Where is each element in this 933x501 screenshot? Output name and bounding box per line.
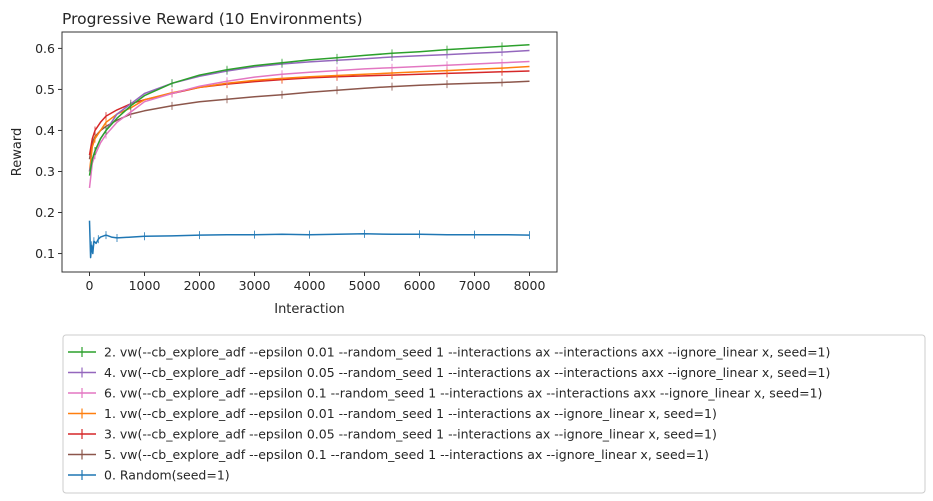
x-tick-label: 1000: [129, 278, 161, 293]
legend-entry: 1. vw(--cb_explore_adf --epsilon 0.01 --…: [104, 406, 717, 421]
x-tick-label: 4000: [294, 278, 326, 293]
chart-title: Progressive Reward (10 Environments): [62, 10, 363, 28]
legend-entry: 5. vw(--cb_explore_adf --epsilon 0.1 --r…: [104, 447, 709, 462]
x-tick-label: 5000: [349, 278, 381, 293]
y-tick-label: 0.1: [35, 246, 55, 261]
x-tick-label: 8000: [514, 278, 546, 293]
legend-entry: 4. vw(--cb_explore_adf --epsilon 0.05 --…: [104, 365, 830, 380]
series-line-0: [88, 43, 530, 176]
y-tick-label: 0.2: [35, 205, 55, 220]
y-tick-label: 0.3: [35, 164, 55, 179]
legend-entry: 2. vw(--cb_explore_adf --epsilon 0.01 --…: [104, 345, 830, 360]
legend-entry: 0. Random(seed=1): [104, 468, 230, 483]
legend-frame: [62, 334, 926, 494]
y-tick-label: 0.5: [35, 82, 55, 97]
legend-entry: 6. vw(--cb_explore_adf --epsilon 0.1 --r…: [104, 386, 822, 401]
series-layer: [88, 42, 530, 259]
series-line-3: [88, 65, 530, 172]
series-line-5: [88, 80, 530, 160]
y-axis-label: Reward: [10, 128, 25, 176]
x-tick-label: 7000: [459, 278, 491, 293]
series-line-6: [88, 220, 530, 259]
series-line-2: [88, 60, 530, 188]
legend: 2. vw(--cb_explore_adf --epsilon 0.01 --…: [62, 334, 926, 494]
y-axis: 0.1 0.2 0.3 0.4 0.5 0.6: [35, 41, 62, 261]
x-tick-label: 6000: [404, 278, 436, 293]
y-tick-label: 0.6: [35, 41, 55, 56]
x-axis: 0 1000 2000 3000 4000 5000 6000 7000 8000: [86, 272, 546, 293]
x-tick-label: 3000: [239, 278, 271, 293]
x-axis-label: Interaction: [274, 302, 345, 317]
x-tick-label: 2000: [184, 278, 216, 293]
x-tick-label: 0: [86, 278, 94, 293]
series-line-4: [88, 70, 530, 156]
series-line-1: [88, 49, 530, 172]
legend-entry: 3. vw(--cb_explore_adf --epsilon 0.05 --…: [104, 427, 717, 442]
y-tick-label: 0.4: [35, 123, 55, 138]
